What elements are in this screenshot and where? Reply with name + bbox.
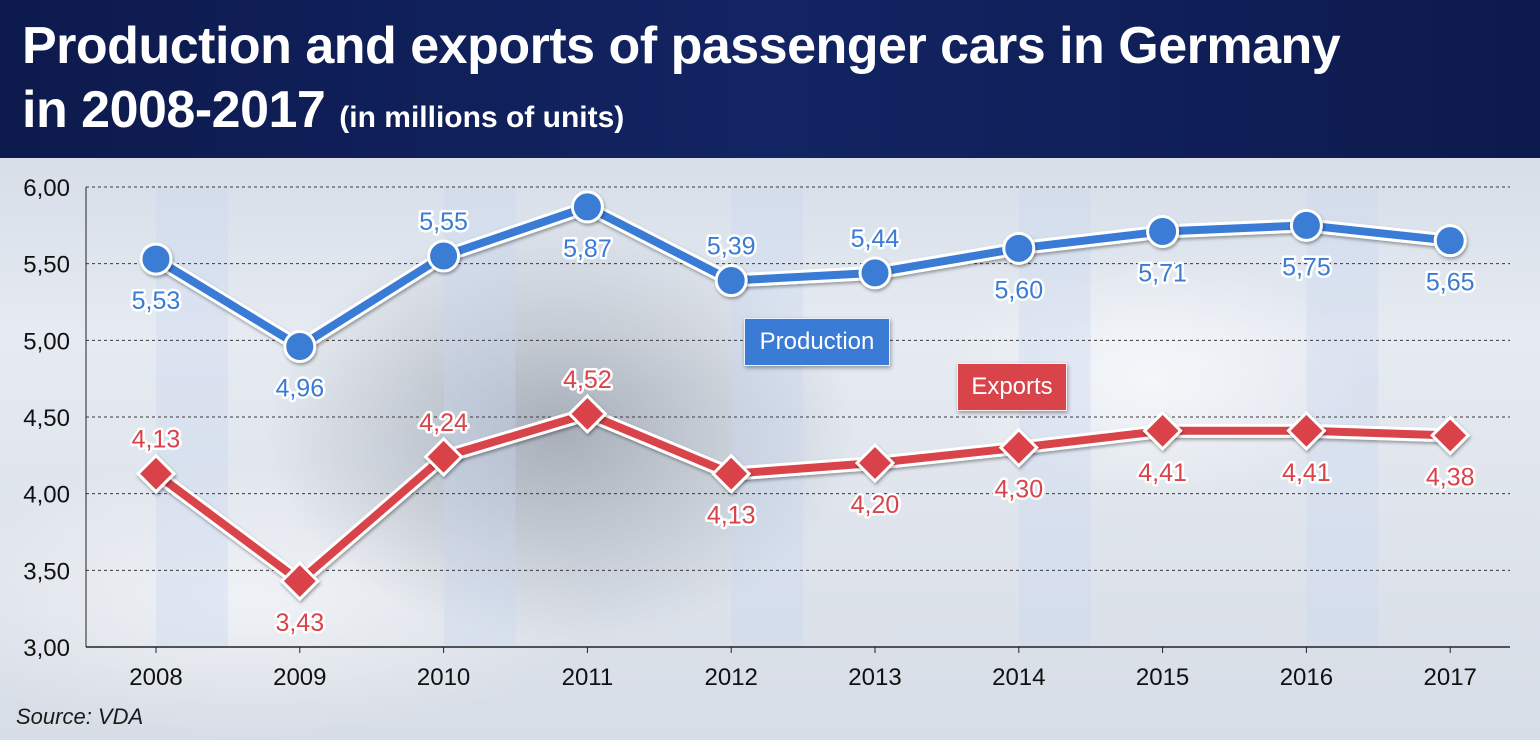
data-point-circle: [858, 256, 892, 290]
data-label: 4,13: [132, 426, 181, 454]
data-point-diamond: [135, 453, 177, 494]
title-banner: Production and exports of passenger cars…: [0, 0, 1540, 158]
title-line-2: in 2008-2017 (in millions of units): [22, 78, 1522, 150]
data-point-circle: [283, 329, 317, 363]
data-label: 5,60: [994, 276, 1043, 304]
x-tick-label: 2010: [417, 664, 470, 691]
x-tick-label: 2014: [992, 664, 1045, 691]
data-point-circle: [427, 239, 461, 273]
data-label: 4,24: [419, 409, 468, 437]
data-label: 4,13: [707, 502, 756, 530]
title-line-1: Production and exports of passenger cars…: [22, 17, 1341, 75]
series-line: [153, 202, 1451, 351]
y-tick-label: 4,00: [23, 482, 70, 509]
data-label: 5,87: [563, 235, 612, 263]
y-tick-label: 4,50: [23, 405, 70, 432]
data-point-circle: [1289, 208, 1323, 242]
source-note: Source: VDA: [16, 704, 144, 729]
data-point-circle: [1002, 231, 1036, 265]
data-point-diamond: [423, 436, 464, 477]
column-band: [731, 187, 804, 647]
x-tick-label: 2012: [705, 664, 758, 691]
data-point-diamond: [1142, 410, 1183, 451]
data-point-diamond: [1430, 415, 1471, 456]
data-label: 4,52: [563, 366, 612, 394]
series-production: [139, 190, 1467, 363]
data-labels: 5,53 4,96 5,55 5,87 5,39 5,44 5,60 5,71 5,75 5,65…: [129, 206, 1477, 640]
data-point-circle: [1146, 214, 1180, 248]
data-point-diamond: [567, 393, 608, 435]
data-point-diamond: [711, 453, 752, 494]
y-tick-label: 6,00: [23, 175, 70, 202]
data-point-diamond: [279, 560, 320, 602]
series-line: [153, 409, 1451, 586]
x-tick-label: 2013: [848, 664, 901, 691]
x-axis: 2008 2009 2010 2011 2012 2013 2014 2015 2016 2017: [85, 187, 1510, 691]
y-tick-label: 5,50: [23, 252, 70, 279]
x-tick-label: 2011: [562, 664, 614, 691]
y-axis-ticks: 6,00 5,50 5,00 4,50 4,00 3,50 3,00: [23, 175, 70, 662]
data-point-diamond: [1286, 410, 1327, 451]
data-label: 5,65: [1426, 269, 1475, 297]
data-label: 5,75: [1282, 253, 1331, 281]
data-label: 3,43: [275, 609, 324, 637]
x-tick-label: 2016: [1280, 664, 1333, 691]
data-label: 5,39: [707, 233, 756, 261]
data-label: 4,41: [1282, 459, 1331, 487]
data-point-circle: [570, 190, 604, 224]
data-label: 4,38: [1426, 463, 1475, 491]
data-point-circle: [139, 242, 173, 276]
x-tick-label: 2008: [129, 664, 182, 691]
data-label: 5,55: [419, 208, 468, 236]
x-tick-label: 2015: [1136, 664, 1189, 691]
legend-exports: Exports: [957, 363, 1067, 411]
title-unit: (in millions of units): [339, 101, 625, 134]
data-label: 5,44: [851, 225, 900, 253]
title-period: in 2008-2017: [22, 81, 326, 139]
data-point-diamond: [998, 427, 1039, 468]
x-tick-label: 2009: [273, 664, 326, 691]
y-tick-label: 3,00: [23, 635, 70, 662]
legend-production: Production: [744, 318, 890, 366]
data-label: 5,53: [132, 287, 181, 315]
data-label: 4,41: [1138, 459, 1187, 487]
chart-title: Production and exports of passenger cars…: [22, 14, 1522, 150]
y-tick-label: 3,50: [23, 558, 70, 585]
data-label: 4,20: [851, 491, 900, 519]
data-point-diamond: [854, 442, 896, 484]
data-point-circle: [1433, 224, 1467, 258]
y-tick-label: 5,00: [23, 328, 70, 355]
data-label: 4,96: [275, 374, 324, 402]
data-point-circle: [714, 264, 748, 298]
x-tick-label: 2017: [1424, 664, 1477, 691]
data-label: 5,71: [1138, 259, 1187, 287]
series-exports: [135, 393, 1471, 602]
data-label: 4,30: [994, 476, 1043, 504]
